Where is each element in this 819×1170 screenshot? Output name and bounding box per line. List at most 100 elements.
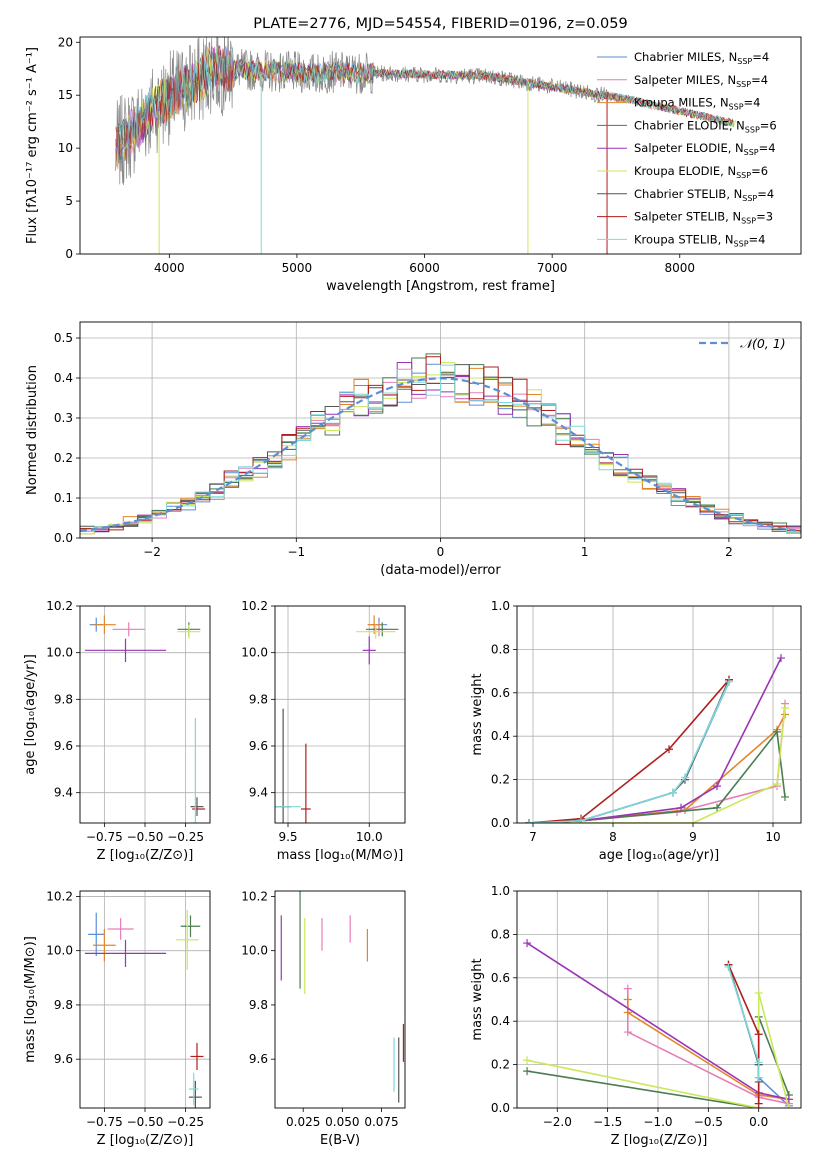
spectrum-title: PLATE=2776, MJD=54554, FIBERID=0196, z=0…	[253, 16, 627, 32]
legend-name: Kroupa MILES, N	[634, 96, 729, 110]
age-mass-points	[275, 615, 399, 823]
residuals-axes: −2 −1 0 1 2 0.0 0.1 0.2 0.3 0.4 0.5 (data-model)/er…	[25, 321, 802, 578]
plus-marker	[681, 773, 689, 782]
residuals-ytick-label: 0.5	[54, 331, 73, 345]
weight-age-xtick-label: 8	[609, 830, 617, 844]
weight-age-ytick-label: 1.0	[491, 599, 510, 613]
plus-marker	[754, 1058, 763, 1067]
weight-age-axes: 7 8 9 10 0.0 0.2 0.4 0.6 0.8 1.0 age [log₁₀(age/yr…	[470, 599, 802, 863]
data-point	[177, 624, 201, 639]
legend-label: Kroupa MILES, NSSP=4	[634, 96, 760, 112]
spectrum-xtick-label: 5000	[282, 261, 313, 275]
spectrum-xlabel: wavelength [Angstrom, rest frame]	[326, 279, 555, 294]
data-point	[93, 928, 116, 962]
plus-marker	[781, 703, 789, 712]
plus-marker	[623, 1008, 632, 1017]
weight-Z-xtick-label: −2.0	[543, 1115, 572, 1129]
legend-sub: SSP	[729, 103, 744, 112]
residuals-xtick-label: −2	[143, 545, 161, 559]
data-point	[356, 624, 396, 639]
legend-label: Chabrier MILES, NSSP=4	[634, 50, 769, 66]
age-mass-ytick-label: 9.4	[249, 786, 268, 800]
spectrum-model-line	[115, 46, 734, 162]
mass-EBV-xtick-label: 0.075	[364, 1115, 398, 1129]
weight-age-ytick-label: 0.6	[491, 686, 510, 700]
residuals-ytick-label: 0.2	[54, 451, 73, 465]
legend-label: Salpeter STELIB, NSSP=3	[634, 210, 773, 226]
plus-marker	[523, 1067, 532, 1076]
normal-curve	[80, 377, 801, 533]
plus-marker	[523, 939, 532, 948]
data-point	[180, 915, 201, 938]
age-Z-ytick-label: 9.8	[54, 692, 73, 706]
weight-Z-ytick-label: 0.8	[491, 927, 510, 941]
legend-sub: SSP	[736, 171, 751, 180]
plus-marker	[777, 654, 785, 663]
mass-EBV-xtick-label: 0.050	[325, 1115, 359, 1129]
age-Z-ytick-label: 10.0	[46, 646, 73, 660]
age-mass-frame	[274, 605, 406, 824]
data-point	[112, 622, 145, 637]
age-mass-xtick-label: 10.0	[356, 830, 383, 844]
plus-marker	[577, 816, 585, 823]
data-point	[190, 1042, 204, 1071]
legend-name: Kroupa STELIB, N	[634, 232, 734, 246]
weight-Z-xtick-label: −1.5	[593, 1115, 622, 1129]
mass-Z-frame	[79, 890, 211, 1109]
age-mass-xtick-label: 9.5	[278, 830, 297, 844]
spectrum-ytick-label: 15	[58, 88, 73, 102]
mass-Z-ytick-label: 9.8	[54, 998, 73, 1012]
plus-marker	[689, 819, 697, 823]
plus-marker	[713, 803, 721, 812]
legend-name: Kroupa ELODIE, N	[634, 164, 736, 178]
age-Z-xlabel: Z [log₁₀(Z/Z⊙)]	[97, 848, 194, 863]
spectrum-model-line	[115, 45, 734, 171]
mass-Z-ytick-label: 10.0	[46, 944, 73, 958]
mass-Z-ytick-label: 10.2	[46, 889, 73, 903]
weight-age-ytick-label: 0.0	[491, 816, 510, 830]
mass-EBV-axes: 0.025 0.050 0.075 9.6 9.8 10.0 10.2 E(B-V)	[241, 889, 406, 1148]
data-point	[93, 615, 116, 634]
legend-sub: SSP	[734, 239, 749, 248]
mass-EBV-xtick-label: 0.025	[286, 1115, 320, 1129]
plus-marker	[773, 779, 781, 788]
plus-marker	[754, 988, 763, 997]
data-point	[107, 918, 134, 940]
weight-Z-xtick-label: 0.0	[749, 1115, 768, 1129]
mass-Z-ytick-label: 9.6	[54, 1052, 73, 1066]
mass-Z-xtick-label: −0.25	[167, 1115, 204, 1129]
legend-sub: SSP	[736, 80, 751, 89]
weight-age-ylabel: mass weight	[470, 673, 485, 755]
residuals-ytick-label: 0.0	[54, 531, 73, 545]
spectrum-frame	[79, 36, 802, 255]
residuals-frame	[79, 321, 802, 539]
weight-Z-ytick-label: 0.4	[491, 1014, 510, 1028]
weight-Z-ytick-label: 1.0	[491, 884, 510, 898]
plus-marker	[781, 792, 789, 801]
age-Z-ytick-label: 10.2	[46, 599, 73, 613]
mass-Z-xlabel: Z [log₁₀(Z/Z⊙)]	[97, 1133, 194, 1148]
legend-sub: SSP	[744, 148, 759, 157]
age-Z-ytick-label: 9.6	[54, 739, 73, 753]
age-mass-ytick-label: 10.2	[241, 599, 268, 613]
weight-Z-axes: −2.0 −1.5 −1.0 −0.5 0.0 0.0 0.2 0.4 0.6 0.8 1.0 Z […	[470, 884, 802, 1148]
plus-marker	[784, 1104, 793, 1108]
residuals-xlabel: (data-model)/error	[380, 563, 501, 578]
mass-Z-ylabel: mass [log₁₀(M/M⊙)]	[23, 936, 38, 1063]
data-point	[188, 1080, 202, 1108]
weight-Z-ytick-label: 0.2	[491, 1058, 510, 1072]
data-point	[301, 743, 311, 823]
legend-tail: =6	[751, 164, 768, 178]
plus-marker	[525, 819, 533, 823]
legend-label: Kroupa STELIB, NSSP=4	[634, 232, 765, 248]
data-point	[175, 909, 199, 970]
residuals-ytick-label: 0.4	[54, 371, 73, 385]
residuals-ylabel: Normed distribution	[25, 365, 40, 495]
weight-Z-lines	[523, 939, 793, 1108]
data-point	[190, 797, 204, 816]
residuals-lines	[80, 353, 801, 535]
spectrum-ylabel: Flux [fλ10⁻¹⁷ erg cm⁻² s⁻¹ A⁻¹]	[25, 47, 40, 244]
mass-EBV-xlabel: E(B-V)	[320, 1133, 360, 1148]
data-point	[188, 1072, 199, 1106]
